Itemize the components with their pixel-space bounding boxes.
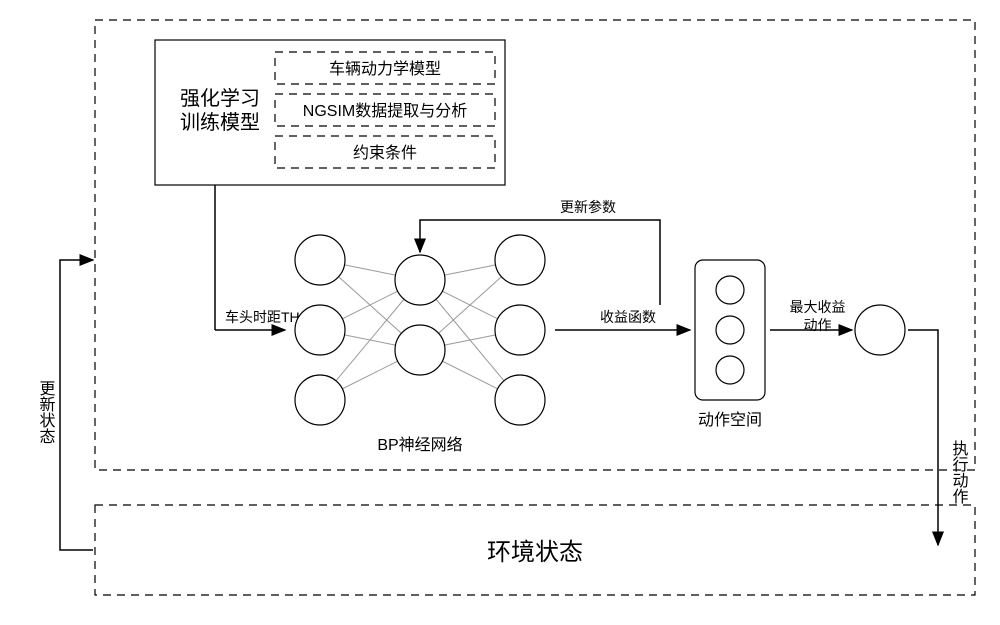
max-action-label: 最大收益 [790,299,846,315]
nn-label: BP神经网络 [377,435,462,454]
nn-l2-0 [395,255,445,305]
env-label: 环境状态 [487,539,583,566]
action-opt-0 [716,276,744,304]
inner-label-1: NGSIM数据提取与分析 [303,102,467,120]
nn-l2-1 [395,325,445,375]
update-params-label: 更新参数 [560,199,616,215]
exec-arrow [908,330,938,545]
model-title: 训练模型 [180,111,260,134]
th-label: 车头时距TH [225,309,300,325]
max-node [855,305,905,355]
update-state-label: 更新状态 [37,380,56,444]
action-opt-2 [716,356,744,384]
nn-l3-1 [495,305,545,355]
nn-l3-0 [495,235,545,285]
nn-l1-2 [295,375,345,425]
update-state-arrow [60,260,93,550]
action-space-label: 动作空间 [698,411,762,429]
reward-label: 收益函数 [600,309,656,325]
action-opt-1 [716,316,744,344]
model-title: 强化学习 [180,87,260,110]
inner-label-0: 车辆动力学模型 [329,60,441,78]
inner-label-2: 约束条件 [353,144,417,162]
max-action-label: 动作 [804,317,832,333]
exec-label: 执行动作 [950,440,969,504]
nn-l1-0 [295,235,345,285]
nn-l1-1 [295,305,345,355]
nn-l3-2 [495,375,545,425]
